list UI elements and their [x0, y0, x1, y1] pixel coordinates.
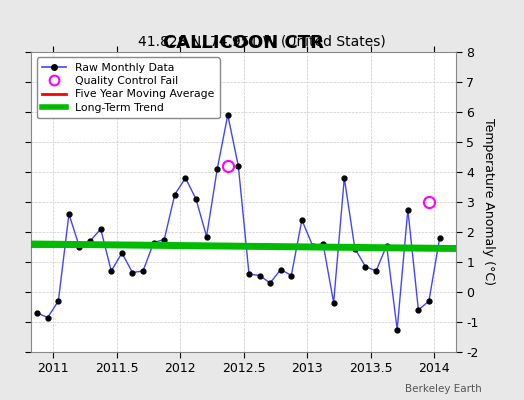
Legend: Raw Monthly Data, Quality Control Fail, Five Year Moving Average, Long-Term Tren: Raw Monthly Data, Quality Control Fail, …	[37, 58, 220, 118]
Title: CALLICOON CTR: CALLICOON CTR	[163, 34, 324, 52]
Text: Berkeley Earth: Berkeley Earth	[406, 384, 482, 394]
Y-axis label: Temperature Anomaly (°C): Temperature Anomaly (°C)	[482, 118, 495, 286]
Text: 41.828 N, 74.951 W (United States): 41.828 N, 74.951 W (United States)	[138, 35, 386, 49]
